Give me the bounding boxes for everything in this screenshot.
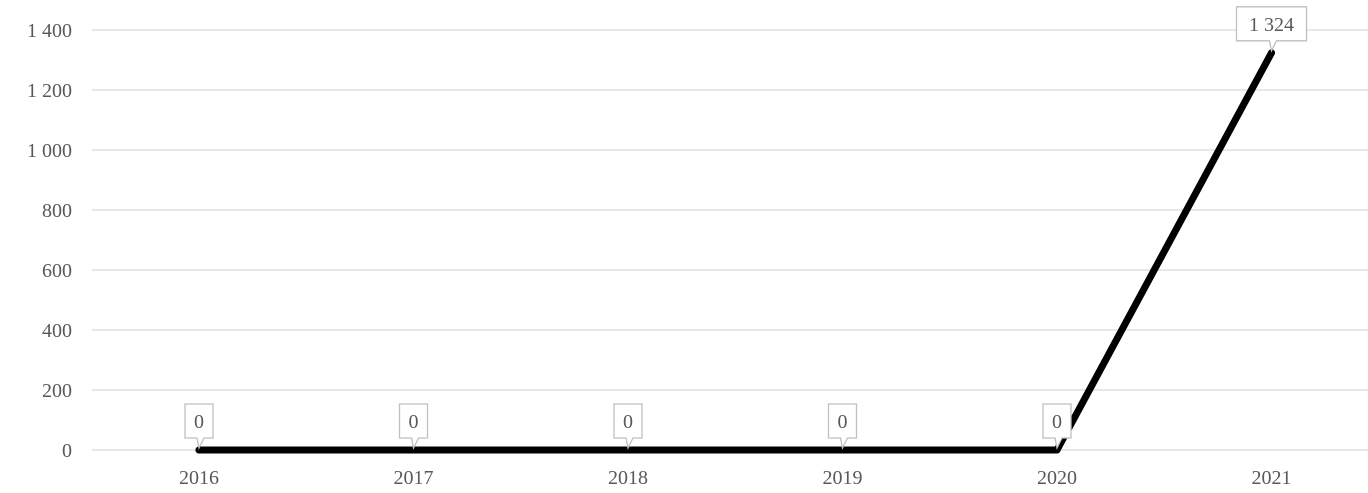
y-axis-tick-labels: 0 200 400 600 800 1 000 1 200 1 400 xyxy=(27,20,72,462)
data-label: 0 xyxy=(1052,411,1062,433)
data-label: 0 xyxy=(623,411,633,433)
y-tick-label: 400 xyxy=(42,320,72,342)
y-tick-label: 1 400 xyxy=(27,20,72,42)
data-label-callout xyxy=(1235,6,1308,53)
data-label: 0 xyxy=(838,411,848,433)
data-label-callout xyxy=(1042,403,1072,450)
x-tick-label: 2020 xyxy=(1037,467,1077,489)
data-label-callout xyxy=(827,403,858,450)
data-label: 1 324 xyxy=(1249,14,1294,36)
data-point xyxy=(195,446,203,454)
data-label: 0 xyxy=(409,411,419,433)
gridlines xyxy=(92,29,1368,451)
data-point xyxy=(1053,446,1061,454)
y-tick-label: 1 200 xyxy=(27,80,72,102)
x-tick-label: 2021 xyxy=(1252,467,1292,489)
series-line xyxy=(195,49,1275,454)
y-tick-label: 200 xyxy=(42,380,72,402)
x-tick-label: 2018 xyxy=(608,467,648,489)
y-tick-label: 1 000 xyxy=(27,140,72,162)
data-point xyxy=(410,446,417,454)
y-tick-label: 800 xyxy=(42,200,72,222)
x-tick-label: 2016 xyxy=(179,467,219,489)
data-labels: 0 0 0 0 0 1 324 xyxy=(184,6,1308,450)
y-tick-label: 0 xyxy=(62,440,72,462)
data-label-callout xyxy=(184,403,214,450)
data-label: 0 xyxy=(194,411,204,433)
data-point xyxy=(839,446,846,454)
y-tick-label: 600 xyxy=(42,260,72,282)
series-line-group xyxy=(195,49,1275,454)
x-tick-label: 2017 xyxy=(394,467,434,489)
data-label-callout xyxy=(398,403,429,450)
data-point xyxy=(624,446,632,454)
x-axis-tick-labels: 2016 2017 2018 2019 2020 2021 xyxy=(179,467,1292,489)
x-tick-label: 2019 xyxy=(823,467,863,489)
data-label-callout xyxy=(613,403,643,450)
data-point xyxy=(1268,49,1275,57)
